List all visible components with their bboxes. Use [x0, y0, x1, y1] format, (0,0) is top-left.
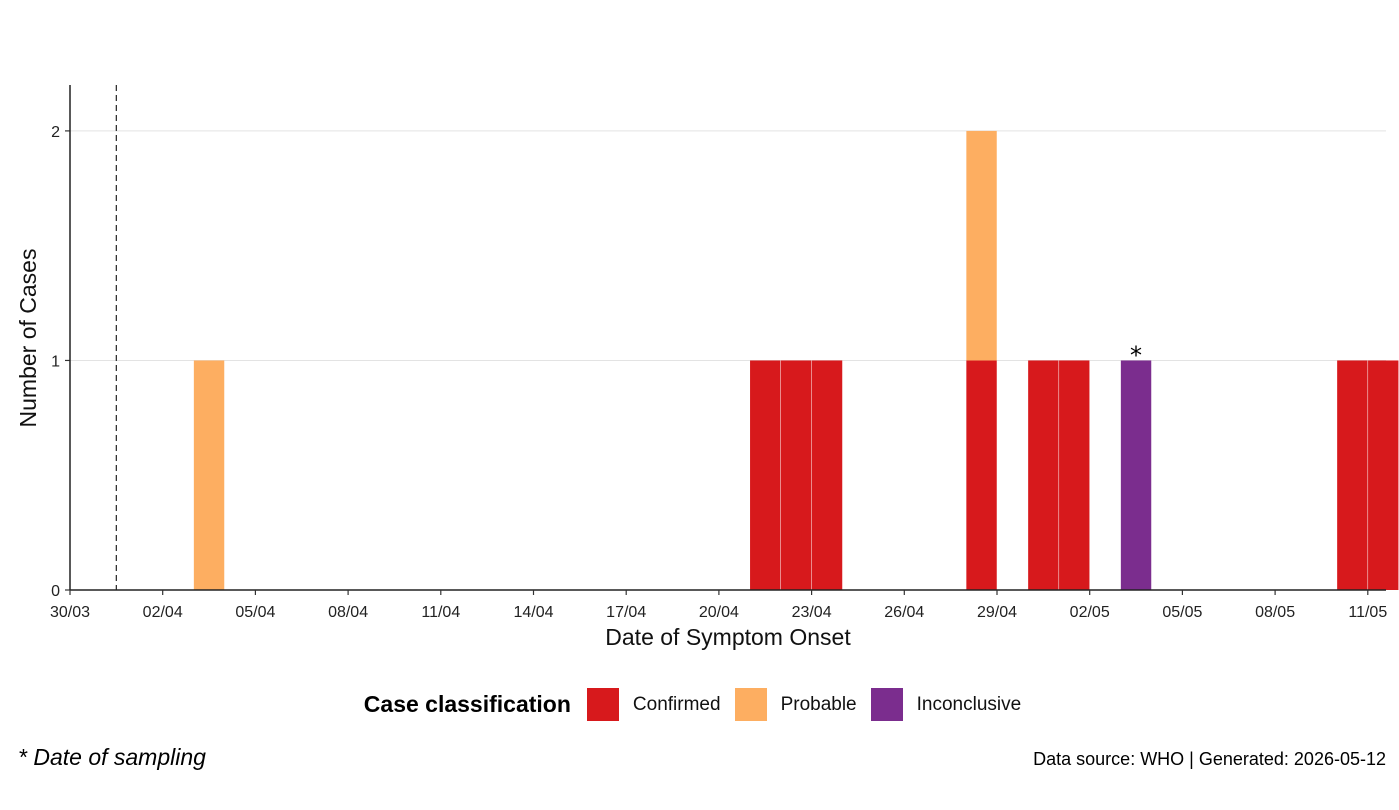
bar-confirmed-22-04 — [780, 360, 812, 590]
x-tick-label-14-04: 14/04 — [513, 604, 553, 621]
legend-item-probable: Probable — [734, 688, 857, 721]
bar-confirmed-30-04 — [1028, 360, 1059, 590]
legend-label-probable: Probable — [780, 693, 857, 715]
bars — [193, 130, 1399, 590]
x-tick-label-05-04: 05/04 — [235, 604, 275, 621]
x-tick-label-05-05: 05/05 — [1162, 604, 1202, 621]
x-tick-label-17-04: 17/04 — [606, 604, 646, 621]
epi-curve-chart: 0 1 2 30/03 02/04 05/04 08/04 11/04 14/04 17/04 20… — [15, 85, 1399, 650]
bar-probable-03-04 — [193, 360, 225, 590]
legend-swatch-probable — [734, 688, 767, 721]
x-tick-label-23-04: 23/04 — [792, 604, 832, 621]
x-tick-label-20-04: 20/04 — [699, 604, 739, 621]
x-tick-label-11-05: 11/05 — [1348, 604, 1387, 621]
legend-item-inconclusive: Inconclusive — [870, 688, 1022, 721]
legend-item-confirmed: Confirmed — [586, 688, 721, 721]
bar-confirmed-23-04 — [811, 360, 843, 590]
legend-label-inconclusive: Inconclusive — [916, 693, 1022, 715]
x-tick-label-08-04: 08/04 — [328, 604, 368, 621]
bar-confirmed-21-04 — [750, 360, 781, 590]
y-axis-title: Number of Cases — [15, 249, 41, 428]
legend-swatch-inconclusive — [870, 688, 903, 721]
x-tick-label-08-05: 08/05 — [1255, 604, 1295, 621]
x-tick-label-29-04: 29/04 — [977, 604, 1017, 621]
y-tick-label-1: 1 — [51, 353, 60, 370]
x-tick-label-30-03: 30/03 — [50, 604, 90, 621]
bar-inconclusive-03-05 — [1120, 360, 1152, 590]
bar-probable-28-04 — [966, 130, 997, 361]
x-axis-title: Date of Symptom Onset — [605, 624, 851, 650]
bar-confirmed-01-05 — [1059, 360, 1090, 590]
legend: Case classification Confirmed Probable I… — [0, 688, 1399, 721]
x-tick-label-26-04: 26/04 — [884, 604, 924, 621]
legend-label-confirmed: Confirmed — [632, 693, 721, 715]
bar-confirmed-10-05 — [1337, 360, 1368, 590]
annotation-asterisk: * — [1130, 341, 1142, 369]
footnote: * Date of sampling — [18, 744, 206, 770]
annotations: * — [1130, 341, 1142, 369]
x-tick-label-11-04: 11/04 — [421, 604, 460, 621]
y-tick-label-0: 0 — [51, 583, 60, 600]
legend-swatch-confirmed — [586, 688, 619, 721]
x-tick-label-02-04: 02/04 — [143, 604, 183, 621]
x-tick-label-02-05: 02/05 — [1070, 604, 1110, 621]
y-tick-label-2: 2 — [51, 124, 60, 141]
data-source: Data source: WHO | Generated: 2026-05-12 — [1033, 749, 1386, 769]
gridlines — [70, 130, 1386, 361]
bar-confirmed-11-05 — [1368, 360, 1399, 590]
axes — [65, 85, 1386, 595]
legend-title: Case classification — [363, 691, 571, 717]
tick-labels: 0 1 2 30/03 02/04 05/04 08/04 11/04 14/04 17/04 20… — [50, 124, 1387, 621]
bar-confirmed-28-04 — [966, 360, 997, 590]
